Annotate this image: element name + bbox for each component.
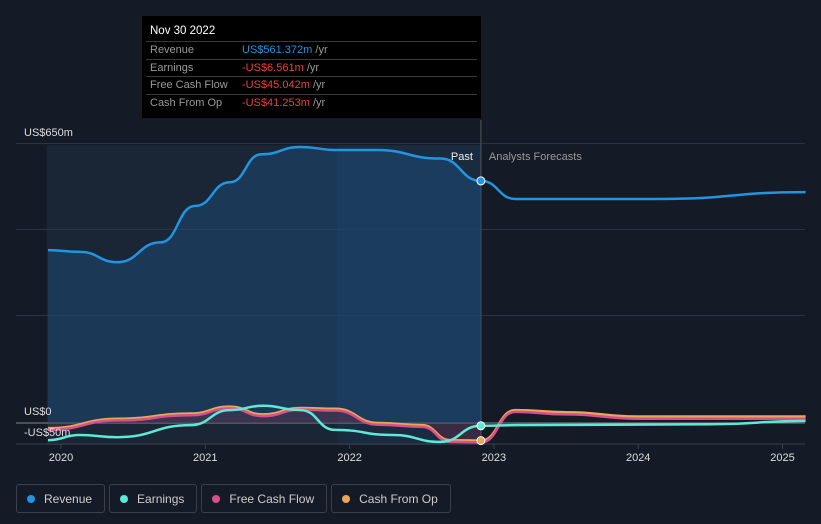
legend-dot-icon [27, 494, 35, 503]
tooltip-label: Free Cash Flow [150, 79, 228, 91]
past-label: Past [451, 151, 473, 163]
tooltip-value: -US$6.561m /yr [242, 61, 320, 74]
legend-item-earnings[interactable]: Earnings [109, 484, 198, 513]
x-tick-label: 2022 [337, 452, 361, 464]
tooltip-label: Earnings [150, 61, 194, 74]
x-tick-label: 2021 [193, 452, 217, 464]
x-tick-label: 2023 [482, 452, 506, 464]
tooltip-row: Free Cash Flow -US$45.042m /yr [146, 76, 477, 94]
tooltip-row: Cash From Op -US$41.253m /yr [146, 93, 477, 112]
hover-point [476, 176, 486, 186]
legend-label: Free Cash Flow [229, 491, 315, 506]
series-line-revenue [48, 145, 806, 264]
hover-point [476, 421, 486, 431]
legend-item-cash-from-op[interactable]: Cash From Op [331, 484, 451, 513]
legend-label: Revenue [44, 491, 93, 506]
tooltip-date: Nov 30 2022 [150, 25, 216, 37]
forecast-label: Analysts Forecasts [489, 151, 582, 163]
tooltip-label: Revenue [150, 44, 195, 56]
series-line-earnings [48, 404, 806, 444]
legend-dot-icon [342, 494, 351, 503]
y-tick-label: -US$50m [24, 427, 70, 439]
tooltip-row: Earnings -US$6.561m /yr [146, 58, 477, 77]
series-line-free-cash-flow [48, 407, 806, 444]
legend-label: Earnings [137, 491, 185, 506]
x-tick-label: 2020 [49, 452, 73, 464]
x-tick-label: 2024 [626, 452, 650, 464]
legend-label: Cash From Op [359, 491, 438, 506]
tooltip-label: Cash From Op [150, 96, 223, 109]
legend-dot-icon [120, 494, 129, 503]
x-tick-label: 2025 [770, 452, 794, 464]
legend-item-revenue[interactable]: Revenue [16, 484, 106, 513]
legend-item-free-cash-flow[interactable]: Free Cash Flow [201, 484, 328, 513]
tooltip: Nov 30 2022 Revenue US$561.372m /yr Earnin… [142, 16, 481, 118]
revenue-area [48, 146, 481, 423]
hover-point [476, 436, 486, 446]
y-tick-label: US$650m [24, 127, 73, 139]
legend-dot-icon [212, 494, 221, 503]
legend: Revenue Earnings Free Cash Flow Cash From O… [16, 484, 451, 513]
series-line-cash-from-op [48, 405, 806, 442]
tooltip-value: -US$41.253m /yr [242, 96, 326, 109]
tooltip-row: Revenue US$561.372m /yr [146, 41, 477, 59]
tooltip-value: US$561.372m /yr [242, 44, 328, 56]
tooltip-value: -US$45.042m /yr [242, 79, 326, 91]
y-tick-label: US$0 [24, 406, 52, 418]
